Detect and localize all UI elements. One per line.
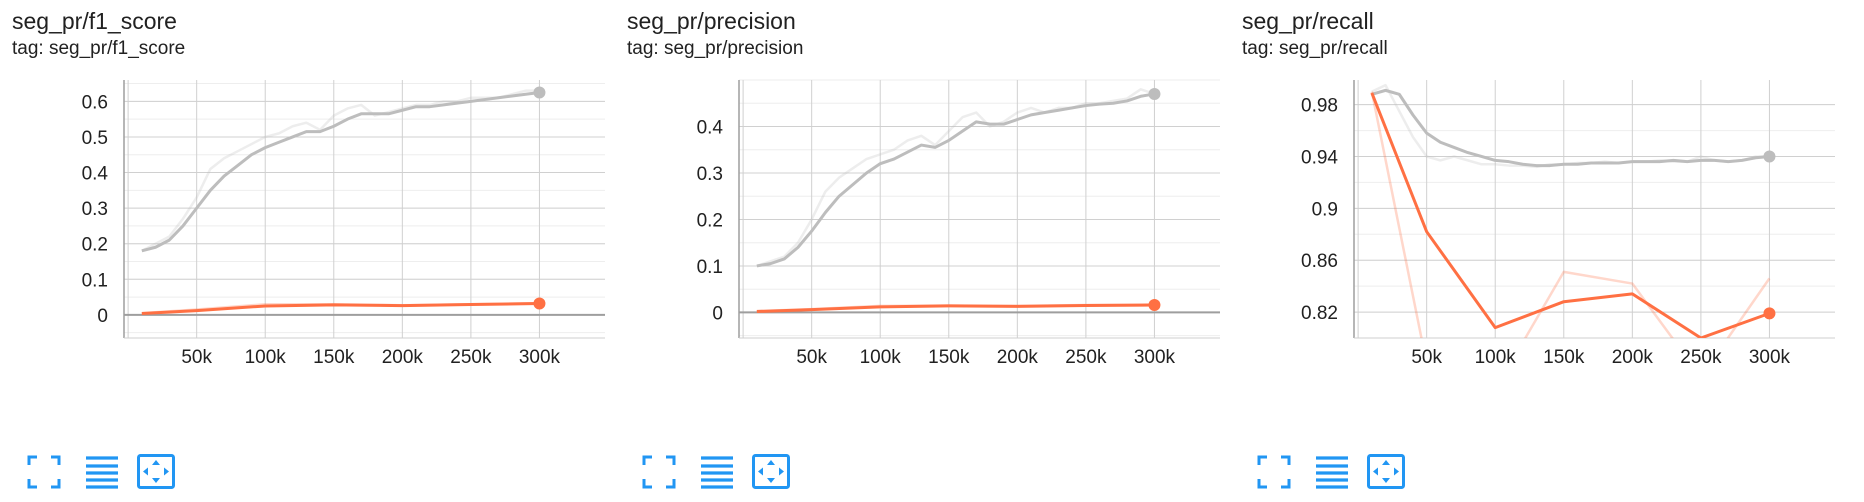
card-title: seg_pr/f1_score xyxy=(12,8,177,34)
series-group xyxy=(756,88,1155,314)
series-smoothed-line xyxy=(1371,88,1770,168)
y-tick-label: 0.5 xyxy=(82,128,108,149)
card-tag: tag: seg_pr/recall xyxy=(1242,38,1388,59)
series-group xyxy=(141,89,540,315)
x-tick-label: 250k xyxy=(1065,347,1107,368)
chart-card-recall: seg_pr/recall tag: seg_pr/recall 0.82 0.8… xyxy=(1230,0,1835,502)
line-chart-f1-score[interactable]: 0 0.1 0.2 0.3 0.4 0.5 0.6 50k 100k 150k 200k 250k 30… xyxy=(0,72,605,392)
x-tick-label: 150k xyxy=(1543,347,1585,368)
x-tick-label: 250k xyxy=(1680,347,1722,368)
y-tick-label: 0.82 xyxy=(1301,303,1338,324)
fullscreen-icon[interactable] xyxy=(1254,452,1294,492)
y-tick-label: 0.3 xyxy=(697,164,723,185)
x-tick-label: 200k xyxy=(382,347,424,368)
y-tick-label: 0.4 xyxy=(82,164,109,185)
x-tick-label: 100k xyxy=(860,347,902,368)
chart-card-f1-score: seg_pr/f1_score tag: seg_pr/f1_score 0 0.… xyxy=(0,0,605,502)
line-chart-precision[interactable]: 0 0.1 0.2 0.3 0.4 50k 100k 150k 200k 250k 300k xyxy=(615,72,1220,392)
fullscreen-icon[interactable] xyxy=(24,452,64,492)
series-group xyxy=(1370,83,1771,338)
series-smoothed-line xyxy=(141,90,540,253)
chart-card-precision: seg_pr/precision tag: seg_pr/precision 0… xyxy=(615,0,1220,502)
y-tick-label: 0.9 xyxy=(1312,199,1338,220)
y-tick-label: 0.2 xyxy=(82,235,108,256)
card-title: seg_pr/precision xyxy=(627,8,796,34)
y-tick-label: 0 xyxy=(97,306,108,327)
series-end-point xyxy=(1763,150,1776,163)
x-tick-label: 150k xyxy=(928,347,970,368)
x-tick-label: 300k xyxy=(1134,347,1176,368)
y-tick-label: 0.3 xyxy=(82,199,108,220)
x-tick-label: 250k xyxy=(450,347,492,368)
x-tick-label: 100k xyxy=(1475,347,1517,368)
x-tick-label: 150k xyxy=(313,347,355,368)
y-tick-label: 0 xyxy=(712,303,723,324)
y-tick-label: 0.94 xyxy=(1301,147,1338,168)
series-smoothed-line xyxy=(756,303,1155,314)
data-table-icon[interactable] xyxy=(697,452,737,492)
y-tick-label: 0.1 xyxy=(697,257,723,278)
card-tag: tag: seg_pr/precision xyxy=(627,38,804,59)
x-tick-label: 50k xyxy=(1411,347,1442,368)
series-end-point xyxy=(533,297,546,310)
card-tag: tag: seg_pr/f1_score xyxy=(12,38,186,59)
series-end-point xyxy=(1763,307,1776,320)
series-smoothed-line xyxy=(141,301,540,315)
fit-domain-icon[interactable] xyxy=(751,452,791,492)
series-end-point xyxy=(1148,87,1161,100)
data-table-icon[interactable] xyxy=(82,452,122,492)
series-end-point xyxy=(1148,298,1161,311)
line-chart-recall[interactable]: 0.82 0.86 0.9 0.94 0.98 50k 100k 150k 200k 250k 30… xyxy=(1230,72,1835,392)
x-tick-label: 200k xyxy=(997,347,1039,368)
series-smoothed-line xyxy=(1370,92,1770,338)
fit-domain-icon[interactable] xyxy=(1366,452,1406,492)
series-smoothed-line xyxy=(756,92,1155,268)
x-tick-label: 300k xyxy=(1749,347,1791,368)
card-title: seg_pr/recall xyxy=(1242,8,1374,34)
series-raw-line xyxy=(1370,91,1771,338)
x-tick-label: 300k xyxy=(519,347,561,368)
x-tick-label: 50k xyxy=(796,347,827,368)
x-tick-label: 100k xyxy=(245,347,287,368)
y-tick-label: 0.86 xyxy=(1301,251,1338,272)
y-tick-label: 0.6 xyxy=(82,92,108,113)
y-tick-label: 0.4 xyxy=(697,117,724,138)
series-end-point xyxy=(533,86,546,99)
fullscreen-icon[interactable] xyxy=(639,452,679,492)
y-tick-label: 0.2 xyxy=(697,210,723,231)
fit-domain-icon[interactable] xyxy=(136,452,176,492)
series-raw-line xyxy=(141,89,540,252)
y-tick-label: 0.1 xyxy=(82,270,108,291)
data-table-icon[interactable] xyxy=(1312,452,1352,492)
series-raw-line xyxy=(1371,83,1770,169)
x-tick-label: 200k xyxy=(1612,347,1654,368)
series-raw-line xyxy=(756,88,1155,268)
x-tick-label: 50k xyxy=(181,347,212,368)
y-tick-label: 0.98 xyxy=(1301,96,1338,117)
